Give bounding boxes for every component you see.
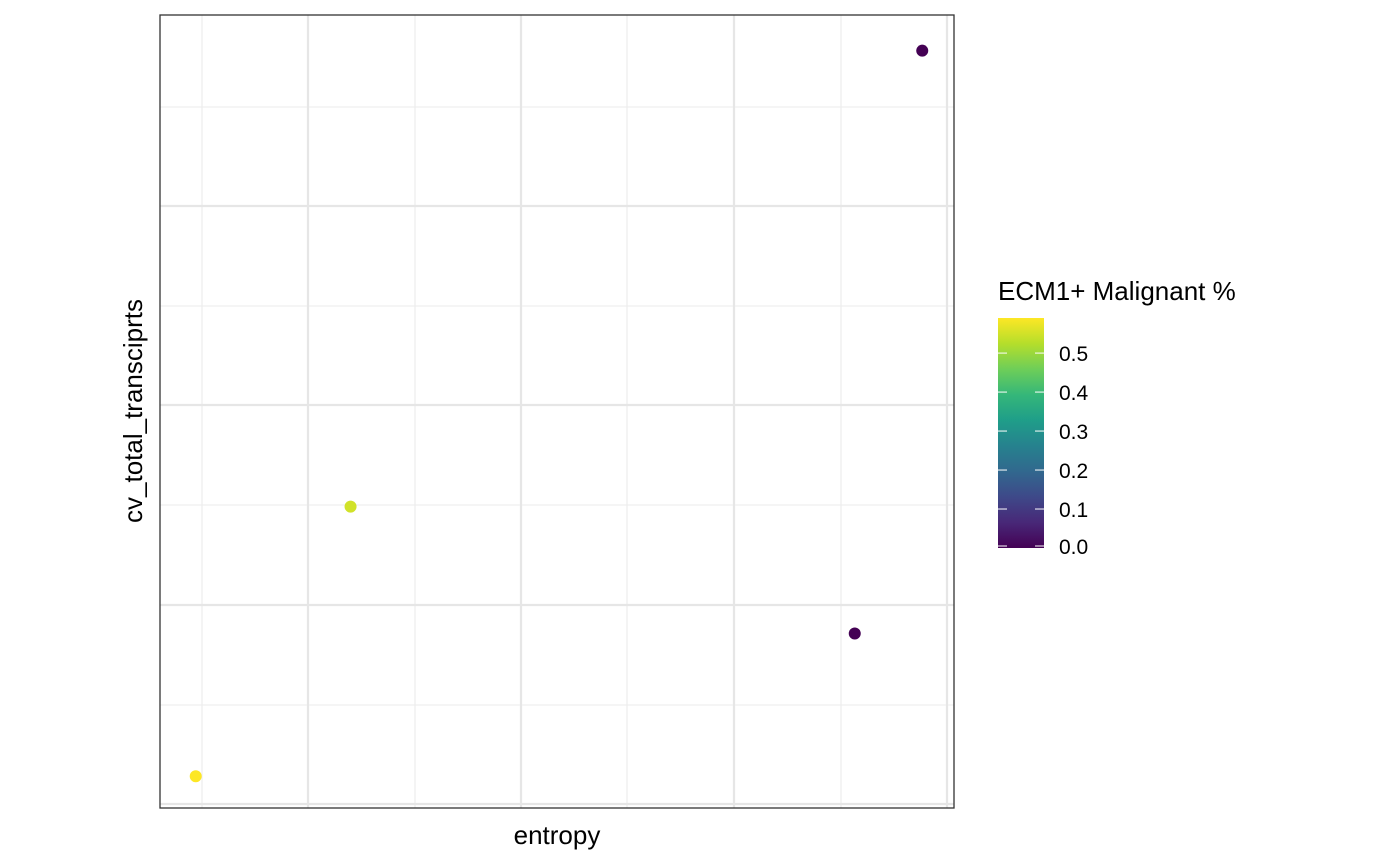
- legend-title: ECM1+ Malignant %: [998, 276, 1236, 306]
- data-point-3: [916, 44, 929, 57]
- plot-background: [160, 15, 954, 808]
- y-axis-title: cv_total_transciprts: [118, 299, 148, 523]
- legend-tick-label-2: 0.2: [1059, 460, 1088, 483]
- legend-tick-label-1: 0.1: [1059, 499, 1088, 522]
- data-points: [189, 44, 929, 783]
- data-point-2: [848, 627, 861, 640]
- legend-tick-label-4: 0.4: [1059, 382, 1089, 405]
- plot-panel-border: [159, 14, 955, 809]
- legend-tick-label-5: 0.5: [1059, 343, 1088, 366]
- legend-colorbar: [998, 318, 1044, 548]
- x-axis-title: entropy: [514, 820, 601, 850]
- legend-tick-label-0: 0.0: [1059, 536, 1088, 559]
- data-point-0: [189, 770, 202, 783]
- legend-ticks: 0.0 0.1 0.2 0.3 0.4 0.5: [998, 343, 1089, 559]
- legend-tick-label-3: 0.3: [1059, 421, 1088, 444]
- grid-minor-lines: [160, 15, 954, 808]
- legend: ECM1+ Malignant % 0.0 0.1 0.2 0.3 0.4 0.5: [998, 276, 1236, 559]
- data-point-1: [344, 500, 357, 513]
- grid-major-lines: [160, 15, 954, 808]
